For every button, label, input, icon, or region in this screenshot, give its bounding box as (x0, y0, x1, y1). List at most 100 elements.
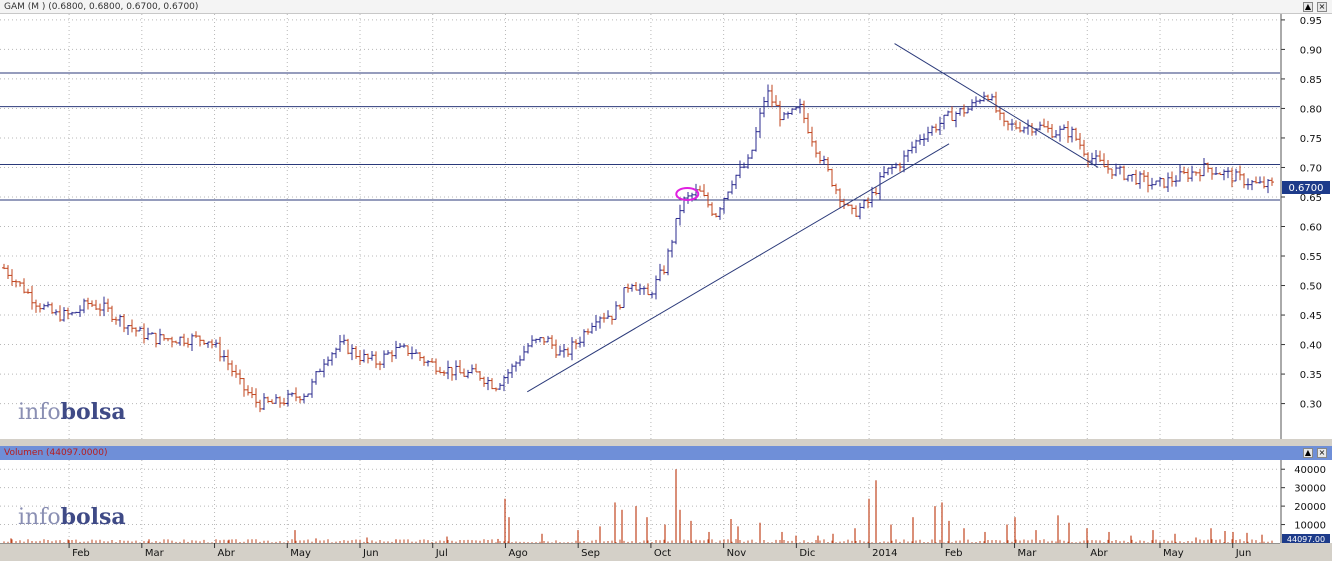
ohlc-bar (778, 100, 782, 127)
volume-chart-svg: 10000 20000 30000 40000 44097.00 infobolsa (0, 460, 1330, 543)
x-tick-label: Abr (218, 548, 236, 559)
ohlc-bar (1098, 150, 1102, 162)
ohlc-bar (982, 91, 986, 102)
ohlc-bar (498, 382, 502, 390)
ohlc-bar (930, 125, 934, 136)
ohlc-bar (734, 174, 738, 189)
ohlc-bar (1158, 176, 1162, 187)
ohlc-bar (1038, 121, 1042, 131)
ohlc-bar (1258, 176, 1262, 184)
ohlc-bar (798, 98, 802, 114)
ohlc-bar (70, 311, 74, 316)
y-tick-label: 0.30 (1300, 400, 1322, 411)
ohlc-bar (906, 149, 910, 163)
infobolsa-logo: infobolsa (18, 399, 126, 425)
ohlc-bar (1030, 123, 1034, 136)
ohlc-bar (814, 140, 818, 158)
ohlc-bar (34, 299, 38, 313)
ohlc-bar (1262, 176, 1266, 189)
y-tick-label: 10000 (1294, 521, 1326, 532)
ohlc-bar (518, 355, 522, 367)
price-chart-svg: 0.30 0.35 0.40 0.45 0.50 0.55 0.60 0.65 0.70 0.75… (0, 14, 1330, 439)
ohlc-bar (670, 239, 674, 258)
ohlc-bar (1174, 175, 1178, 187)
ohlc-bar (38, 303, 42, 313)
close-icon[interactable]: × (1317, 448, 1327, 458)
ohlc-bar (18, 281, 22, 287)
ohlc-bar (830, 168, 834, 187)
ohlc-bar (218, 336, 222, 362)
x-tick-label: May (1163, 548, 1184, 559)
ohlc-bar (662, 265, 666, 275)
last-volume-label: 44097.00 (1287, 535, 1325, 543)
ohlc-bar (1046, 120, 1050, 133)
ohlc-bar (382, 350, 386, 368)
ohlc-bar (638, 283, 642, 295)
ohlc-bar (594, 314, 598, 331)
ohlc-bar (862, 199, 866, 209)
ohlc-bar (646, 283, 650, 296)
ohlc-bar (166, 338, 170, 342)
ohlc-bar (742, 162, 746, 169)
ohlc-bar (254, 388, 258, 408)
ohlc-bar (1114, 163, 1118, 177)
close-icon[interactable]: × (1317, 2, 1327, 12)
ohlc-bar (1182, 166, 1186, 175)
ohlc-bar (1118, 165, 1122, 175)
ohlc-bar (122, 314, 126, 333)
ohlc-bar (22, 278, 26, 294)
ohlc-bar (246, 385, 250, 396)
y-tick-label: 0.75 (1300, 134, 1322, 145)
ohlc-bar (874, 187, 878, 196)
ohlc-bar (1042, 118, 1046, 128)
ohlc-bar (990, 93, 994, 101)
ohlc-bar (1230, 167, 1234, 188)
ohlc-bar (1018, 121, 1022, 133)
ohlc-bar (534, 338, 538, 344)
ohlc-bar (286, 389, 290, 407)
ohlc-bar (918, 134, 922, 145)
x-tick-label: Feb (72, 548, 90, 559)
ohlc-bar (626, 283, 630, 293)
ohlc-bar (162, 334, 166, 341)
ohlc-bar (942, 114, 946, 130)
ohlc-bar (350, 344, 354, 361)
ohlc-bar (386, 350, 390, 355)
y-tick-label: 0.45 (1300, 311, 1322, 322)
ohlc-bar (834, 183, 838, 195)
x-tick-label: Ago (508, 548, 527, 559)
ohlc-bar (506, 369, 510, 384)
ohlc-bar (1110, 168, 1114, 179)
ohlc-bar (378, 361, 382, 371)
ohlc-bar (42, 303, 46, 310)
maximize-icon[interactable]: ▲ (1303, 2, 1313, 12)
ohlc-bar (1142, 170, 1146, 183)
ohlc-bar (894, 162, 898, 169)
ohlc-bar (230, 360, 234, 377)
ohlc-bar (106, 298, 110, 313)
ohlc-bar (6, 265, 10, 279)
y-tick-label: 20000 (1294, 502, 1326, 513)
ohlc-bar (422, 355, 426, 366)
ohlc-bar (458, 359, 462, 374)
ohlc-bar (342, 334, 346, 345)
volume-chart-panel: Volumen (44097.0000) ▲ × 10000 20000 30000… (0, 446, 1332, 543)
y-tick-label: 0.65 (1300, 193, 1322, 204)
y-tick-label: 0.35 (1300, 370, 1322, 381)
ohlc-bar (1166, 172, 1170, 192)
ohlc-bar (494, 387, 498, 392)
ohlc-bar (98, 303, 102, 317)
ohlc-bar (1234, 168, 1238, 182)
last-price-tag (1282, 181, 1330, 194)
ohlc-bar (774, 95, 778, 106)
ohlc-bar (762, 96, 766, 118)
ohlc-bar (406, 345, 410, 356)
x-axis-strip: Feb Mar Abr May Jun Jul Ago Sep Oct Nov Dic 2014 Feb… (0, 543, 1332, 561)
ohlc-bar (766, 84, 770, 107)
ohlc-bar (1270, 177, 1274, 186)
ohlc-bar (1094, 149, 1098, 165)
ohlc-bar (870, 186, 874, 208)
maximize-icon[interactable]: ▲ (1303, 448, 1313, 458)
ohlc-bar (50, 302, 54, 314)
ohlc-bar (1242, 173, 1246, 189)
